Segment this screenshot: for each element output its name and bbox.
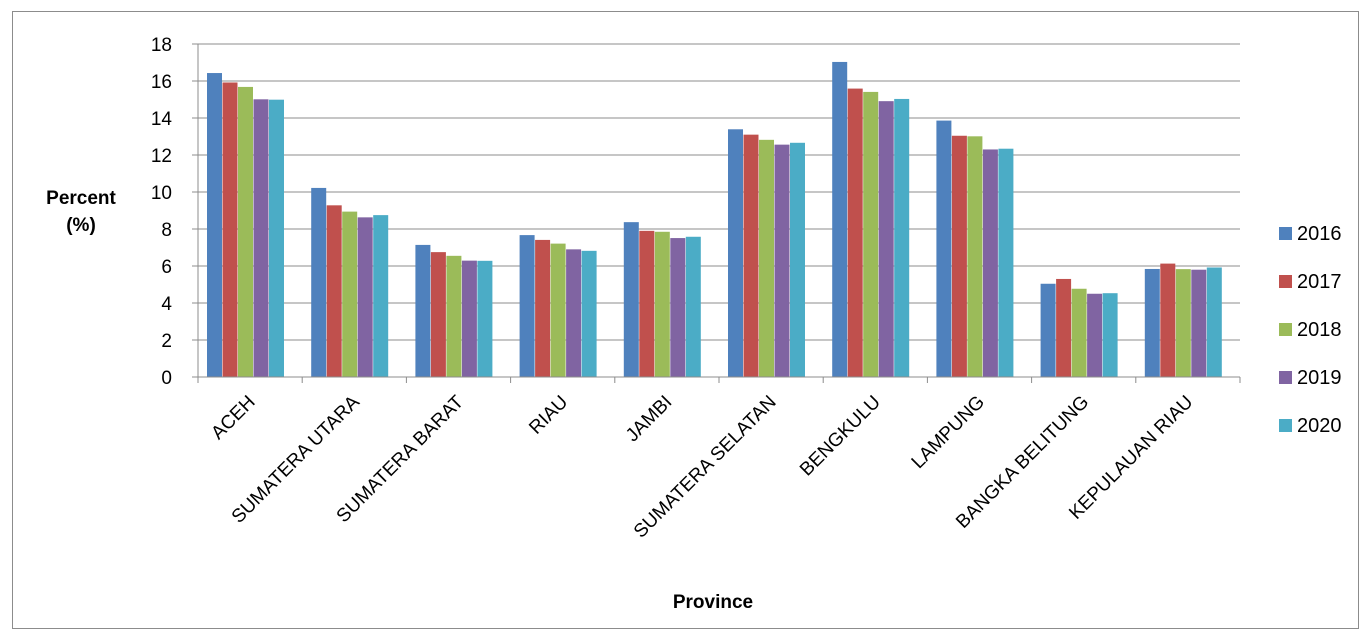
x-tick-label: ACEH	[207, 392, 259, 444]
legend-swatch-2017	[1279, 275, 1292, 288]
bar-2016-6	[832, 61, 848, 377]
bar-2020-5	[790, 142, 805, 377]
bar-2020-9	[1206, 267, 1222, 377]
x-tick-label: BENGKULU	[796, 392, 885, 481]
bar-2019-6	[878, 101, 894, 377]
bar-2016-2	[415, 244, 431, 377]
legend-swatch-2018	[1279, 323, 1292, 336]
bar-2020-7	[998, 148, 1014, 377]
x-axis-label: Province	[673, 592, 753, 613]
bar-2017-3	[535, 239, 551, 377]
y-tick-labels: 0 2 4 6 8 10 12 14 16 18	[151, 35, 173, 389]
bar-2020-8	[1102, 293, 1118, 377]
bar-2019-2	[461, 260, 477, 377]
bar-2017-8	[1056, 278, 1072, 377]
bar-2017-4	[639, 230, 655, 377]
y-tick-label: 6	[161, 257, 172, 278]
x-tick-label: RIAU	[525, 392, 572, 439]
bar-2018-0	[238, 86, 253, 378]
bar-2017-7	[951, 135, 967, 377]
bar-2016-7	[936, 120, 952, 377]
y-axis-label-line-2: (%)	[66, 215, 96, 236]
bar-2016-1	[311, 187, 327, 377]
y-tick-label: 12	[151, 146, 172, 167]
bar-2018-1	[342, 211, 358, 377]
legend-label-2017: 2017	[1297, 271, 1342, 293]
legend-swatch-2016	[1279, 227, 1292, 240]
bar-2019-3	[566, 249, 582, 377]
bar-2018-7	[967, 136, 983, 377]
bar-2016-8	[1040, 283, 1056, 377]
bars	[207, 61, 1222, 378]
y-tick-label: 10	[151, 183, 172, 204]
y-tick-label: 16	[151, 72, 172, 93]
bar-2016-3	[519, 235, 535, 377]
legend-swatch-2019	[1279, 371, 1292, 384]
bar-2019-0	[253, 99, 269, 377]
y-tick-label: 4	[161, 294, 172, 315]
bar-2019-1	[357, 217, 373, 377]
bar-2018-3	[550, 243, 566, 377]
y-tick-label: 0	[161, 368, 172, 389]
legend-label-2018: 2018	[1297, 319, 1342, 341]
legend: 2016 2017 2018 2019 2020	[1279, 223, 1342, 437]
bar-2019-4	[670, 238, 686, 377]
bar-2020-6	[894, 98, 910, 377]
y-axis-label-line-1: Percent	[46, 188, 116, 209]
y-tick-label: 2	[161, 331, 172, 352]
bar-2018-9	[1175, 269, 1191, 377]
y-tick-label: 14	[151, 109, 173, 130]
legend-label-2019: 2019	[1297, 367, 1342, 389]
bar-2020-3	[581, 250, 597, 377]
bar-2019-7	[982, 149, 998, 377]
bar-2016-5	[728, 129, 743, 377]
bar-2016-0	[207, 73, 222, 378]
bar-2018-8	[1071, 288, 1087, 377]
bar-2020-2	[477, 260, 493, 377]
bar-2017-6	[847, 88, 863, 378]
bar-2017-0	[222, 82, 238, 377]
bar-2017-2	[430, 252, 446, 377]
bar-2020-0	[269, 99, 284, 377]
bar-2019-9	[1191, 269, 1207, 377]
x-tick-label: LAMPUNG	[908, 392, 989, 473]
bar-2019-5	[774, 144, 790, 377]
bar-2016-9	[1144, 268, 1160, 377]
bar-2018-2	[446, 255, 462, 377]
bar-2020-4	[685, 236, 701, 377]
bar-2017-9	[1160, 263, 1176, 377]
bar-2019-8	[1087, 293, 1103, 377]
bar-2017-5	[743, 134, 759, 377]
bar-2018-6	[863, 91, 879, 377]
legend-label-2016: 2016	[1297, 223, 1342, 245]
legend-label-2020: 2020	[1297, 415, 1342, 437]
bar-2020-1	[373, 215, 389, 377]
bar-2018-4	[654, 231, 670, 377]
bar-2018-5	[759, 139, 774, 377]
bar-2016-4	[623, 222, 639, 377]
bar-2017-1	[326, 205, 342, 377]
y-tick-label: 8	[161, 220, 172, 241]
legend-swatch-2020	[1279, 419, 1292, 432]
y-tick-label: 18	[151, 35, 172, 56]
axes	[192, 43, 1241, 383]
x-tick-label: JAMBI	[622, 392, 676, 446]
